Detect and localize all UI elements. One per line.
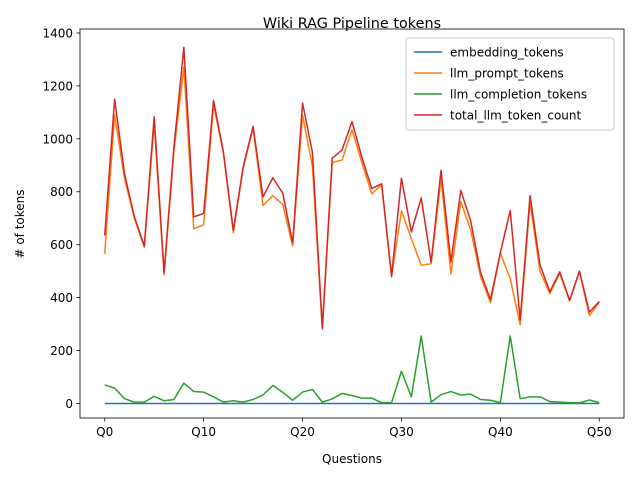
y-tick-label: 400 <box>50 291 73 305</box>
series-line-llm-prompt-tokens <box>103 66 600 331</box>
x-tick-label: Q20 <box>290 425 315 439</box>
x-axis: Q0 Q10 Q20 Q30 Q40 Q50 <box>96 418 612 439</box>
series-line-total-llm-token-count <box>103 46 600 329</box>
plot-frame <box>79 28 625 419</box>
y-axis: 0 200 400 600 800 1000 1200 1400 <box>42 26 80 411</box>
y-tick-label: 600 <box>50 238 73 252</box>
legend: embedding_tokens llm_prompt_tokens llm_com… <box>405 37 615 131</box>
y-tick-label: 0 <box>65 397 73 411</box>
y-axis-title: # of tokens <box>13 189 27 258</box>
legend-label: total_llm_token_count <box>450 109 582 123</box>
legend-label: llm_completion_tokens <box>450 88 587 102</box>
x-tick-label: Q0 <box>96 425 113 439</box>
y-tick-label: 200 <box>50 344 73 358</box>
x-tick-label: Q50 <box>587 425 612 439</box>
x-tick-label: Q40 <box>488 425 513 439</box>
x-tick-label: Q10 <box>191 425 216 439</box>
y-tick-label: 1000 <box>42 132 73 146</box>
y-tick-label: 1200 <box>42 79 73 93</box>
x-tick-label: Q30 <box>389 425 414 439</box>
series-lines <box>103 46 600 405</box>
chart-title: Wiki RAG Pipeline tokens <box>263 16 441 32</box>
y-tick-label: 800 <box>50 185 73 199</box>
x-axis-title: Questions <box>322 452 382 466</box>
y-tick-label: 1400 <box>42 26 73 40</box>
legend-label: llm_prompt_tokens <box>450 67 564 81</box>
series-line-llm-completion-tokens <box>104 335 600 404</box>
legend-box <box>405 37 615 131</box>
legend-label: embedding_tokens <box>450 46 564 60</box>
